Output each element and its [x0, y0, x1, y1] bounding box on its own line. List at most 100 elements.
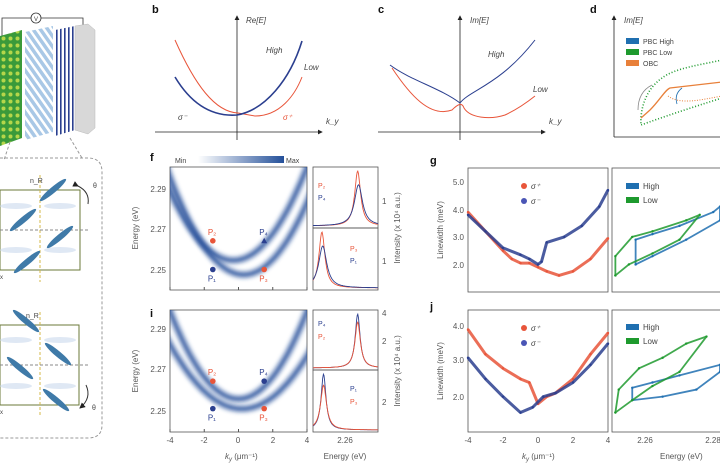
spectrum-P₄: [313, 184, 379, 226]
panel-label: j: [429, 301, 433, 313]
legend-pbc-low: PBC Low: [643, 50, 673, 57]
point-Low: [651, 230, 654, 233]
bands: [170, 310, 307, 414]
series-Low: [614, 335, 708, 414]
intensity-axis-label: Intensity (x 10⁴ a.u.): [393, 335, 402, 407]
high-label: High: [266, 46, 283, 55]
x-tick: -2: [499, 436, 507, 445]
panel-c: c Im[E] High Low k_y: [378, 4, 562, 140]
point-σ⁺: [466, 210, 470, 214]
point-σ⁺: [571, 377, 575, 381]
x-tick: 0: [236, 436, 241, 445]
point-Low: [685, 219, 688, 222]
point-σ⁻: [598, 205, 601, 208]
marker-P₄: [261, 378, 267, 384]
x-tick: 2.28: [705, 436, 720, 445]
low-branch-curve: [391, 67, 536, 119]
voltmeter-label: V: [34, 17, 38, 23]
y-tick: 2.27: [150, 225, 166, 234]
y-tick: 2.0: [453, 261, 465, 270]
x-axis-label: ky (μm⁻¹): [225, 452, 258, 463]
point-σ⁺: [501, 249, 505, 252]
point-σ⁺: [466, 328, 470, 331]
point-σ⁻: [466, 356, 470, 359]
legend: σ⁺ σ⁻ High Low: [521, 323, 659, 348]
point-σ⁺: [606, 331, 610, 335]
low-label: Low: [533, 85, 549, 94]
spec-label: P₄: [318, 195, 326, 202]
point-High: [712, 210, 715, 214]
y-tick: 2.29: [150, 325, 166, 334]
point-High: [651, 254, 654, 258]
x-tick: 4: [606, 436, 611, 445]
point-σ⁻: [501, 246, 505, 250]
panel-b: b Re[E] High Low σ⁻ σ⁺ k_y: [152, 4, 339, 140]
theta-label: θ: [93, 183, 97, 190]
point-High: [678, 374, 681, 377]
marker-label: P₁: [208, 414, 216, 423]
point-σ⁻: [484, 230, 487, 233]
legend-obc: OBC: [643, 61, 658, 68]
y-tick: 3.0: [453, 356, 465, 365]
y-tick: 2.25: [150, 266, 166, 275]
point-σ⁻: [589, 363, 592, 367]
point-σ⁻: [531, 406, 534, 409]
y-axis-label: Energy (eV): [131, 349, 140, 392]
substrate-layer: [74, 23, 96, 135]
x-tick: 2: [571, 436, 576, 445]
spec-label: P₁: [350, 258, 358, 265]
legend-high: High: [643, 182, 659, 191]
point-Low: [685, 342, 688, 345]
y-tick: 2.0: [453, 393, 465, 402]
panel-label: c: [378, 4, 384, 16]
series-σ⁻: [466, 189, 610, 266]
point-σ⁻: [545, 241, 548, 244]
marker-P₄: [261, 237, 268, 244]
point-Low: [614, 274, 617, 277]
spectrum-P₁: [312, 245, 378, 289]
point-σ⁻: [501, 395, 505, 398]
point-σ⁺: [510, 257, 513, 261]
y-tick: 2.27: [150, 365, 166, 374]
series-High: [631, 363, 720, 402]
series-σ⁺: [466, 211, 610, 277]
spectra: P₄ P₂ P₁ P₃ 4 2 2 2.26 Energy (eV) Inten…: [312, 309, 402, 461]
spec-label: P₂: [318, 183, 326, 190]
point-Low: [651, 384, 654, 388]
green-arrow-icon: [637, 84, 653, 111]
point-σ⁻: [571, 381, 575, 384]
point-σ⁺: [571, 270, 575, 273]
sigma-minus-label: σ⁻: [178, 113, 188, 122]
legend-high: High: [643, 323, 659, 332]
point-Low: [678, 238, 681, 241]
y-axis-label: Linewidth (meV): [436, 201, 445, 259]
legend-low: Low: [643, 337, 658, 346]
x-axis-label: k_y: [326, 117, 339, 126]
y-tick: 4.0: [453, 322, 465, 331]
point-Low: [617, 388, 620, 391]
unit-cell-bottom: n_R θ x: [0, 309, 96, 416]
marker-label: P₂: [208, 368, 216, 377]
panel-label: b: [152, 4, 159, 16]
colorbar-max: Max: [286, 158, 300, 165]
panel-a-device: V: [0, 12, 96, 161]
band-1: [170, 172, 307, 277]
point-High: [661, 395, 664, 398]
point-Low: [627, 263, 631, 266]
x-tick: 2.26: [637, 436, 653, 445]
intensity-axis-label: Intensity (x 10⁴ a.u.): [393, 192, 402, 264]
high-label: High: [488, 50, 505, 59]
point-σ⁺: [528, 381, 531, 384]
series-Low: [614, 213, 701, 277]
hatched-layer: [25, 26, 53, 140]
point-σ⁻: [606, 342, 610, 345]
nR-label: n_R: [26, 313, 39, 320]
y-tick: 5.0: [453, 178, 465, 187]
panel-d: d Im[E] PBC High PBC Low OBC: [590, 4, 720, 138]
spec-label: P₃: [350, 246, 358, 253]
point-Low: [631, 398, 634, 402]
spec-label: P₄: [318, 321, 326, 328]
point-σ⁻: [563, 235, 566, 239]
panel-label: g: [430, 155, 437, 167]
y-axis-label: Im[E]: [470, 16, 489, 25]
